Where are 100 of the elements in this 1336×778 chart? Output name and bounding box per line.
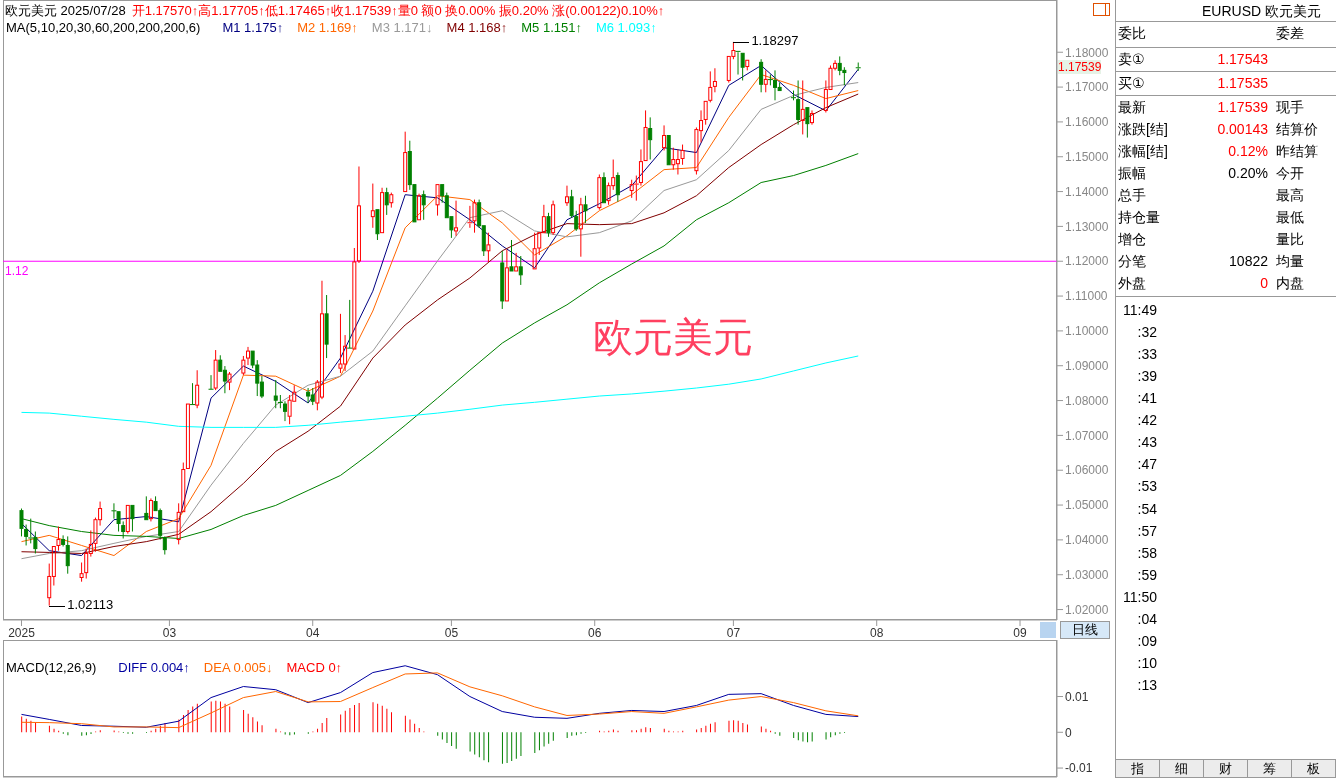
category-label: 卖①: [1118, 51, 1145, 69]
text: MACD 0↑: [286, 660, 343, 675]
text: :04: [1137, 610, 1157, 627]
category-label: 增仓: [1118, 231, 1146, 249]
annotation: 1.18297: [751, 32, 799, 48]
y-tick-label: 1.08000: [1065, 393, 1109, 408]
series-label: DEA 0.005↓: [203, 660, 273, 675]
x-tick-label: 03: [162, 625, 177, 640]
x-tick-label: 05: [444, 625, 459, 640]
y-tick-label: 0.01: [1065, 689, 1089, 704]
y-tick-label: 0: [1065, 725, 1072, 740]
text: :39: [1137, 368, 1157, 385]
category-label: 昨结算: [1276, 143, 1318, 159]
category-label: 涨跌[结]: [1118, 121, 1168, 139]
text: M4 1.168↑: [446, 20, 508, 35]
y-tick-label: 1.02000: [1065, 602, 1109, 617]
text: 10822: [1229, 253, 1268, 269]
text: :10: [1137, 654, 1157, 671]
text: M5 1.151↑: [521, 20, 582, 35]
text: M6 1.093↑: [595, 20, 657, 35]
text: :42: [1137, 412, 1157, 429]
y-tick-label: 1.12000: [1065, 254, 1109, 269]
category-label: 筹: [1248, 760, 1292, 777]
category-label: 最高: [1276, 187, 1304, 203]
text: 1.17535: [1217, 75, 1268, 91]
y-tick-label: 1.11000: [1065, 289, 1108, 304]
y-tick-label: 1.05000: [1065, 498, 1109, 513]
annotation: 1.02113: [67, 596, 114, 612]
category-label: 买①: [1118, 75, 1145, 93]
x-tick-label: 04: [306, 625, 320, 640]
category-label: 最低: [1276, 209, 1304, 225]
x-tick-label: 09: [1013, 625, 1028, 640]
y-tick-label: 1.15000: [1065, 150, 1109, 164]
category-label: 细: [1160, 760, 1204, 777]
y-tick-label: 1.09000: [1065, 358, 1109, 373]
category-label: 均量: [1276, 253, 1304, 269]
text: :33: [1137, 346, 1157, 363]
category-label: 财: [1204, 760, 1248, 777]
text: 0.20%: [1228, 165, 1268, 181]
text: :47: [1137, 456, 1157, 473]
annotation: 1.17539: [1058, 60, 1102, 75]
category-label: 现手: [1276, 99, 1304, 115]
x-tick-label: 2025: [8, 625, 36, 640]
text: :59: [1137, 566, 1157, 583]
x-tick-label: 07: [726, 625, 741, 640]
text: DIFF 0.004↑: [118, 660, 190, 675]
text: 0: [1260, 275, 1268, 291]
y-tick-label: 1.07000: [1065, 428, 1109, 443]
y-tick-label: 1.10000: [1065, 324, 1109, 339]
chart-title: 欧元美元 2025/07/28: [5, 3, 126, 18]
text: 0.00143: [1217, 121, 1268, 137]
x-tick-label: 08: [870, 625, 884, 640]
category-label: 内盘: [1276, 275, 1304, 291]
category-label: 委比: [1118, 25, 1146, 43]
text: 11:50: [1123, 588, 1157, 605]
text: 1.17539: [1217, 99, 1268, 115]
text: M2 1.169↑: [297, 20, 358, 35]
y-tick-label: 1.14000: [1065, 184, 1109, 199]
category-label: 板: [1306, 760, 1321, 777]
ref-line-label: 1.12: [5, 264, 29, 279]
y-tick-label: 1.16000: [1065, 115, 1109, 130]
text: 11:49: [1123, 302, 1157, 318]
category-label: 量比: [1276, 231, 1304, 247]
y-tick-label: 1.03000: [1065, 567, 1109, 582]
x-tick-label: 06: [588, 625, 602, 640]
text: M1 1.175↑: [222, 20, 284, 35]
category-label: 委差: [1276, 25, 1304, 41]
text: 1.17543: [1217, 51, 1268, 67]
text: :58: [1137, 544, 1157, 561]
category-label: 指: [1116, 760, 1160, 777]
text: :43: [1137, 434, 1157, 451]
text: :13: [1137, 677, 1157, 694]
text: :53: [1137, 478, 1157, 495]
category-label: 结算价: [1276, 121, 1318, 137]
category-label: 分笔: [1118, 253, 1146, 271]
category-label: 总手: [1118, 187, 1146, 205]
y-tick-label: -0.01: [1065, 761, 1093, 776]
text: :41: [1137, 390, 1157, 407]
legend-title: MACD(12,26,9): [6, 660, 97, 675]
text: M3 1.171↓: [371, 20, 433, 35]
category-label: 今开: [1276, 165, 1304, 181]
y-tick-label: 1.04000: [1065, 533, 1109, 548]
y-tick-label: 1.13000: [1065, 219, 1109, 234]
text: :32: [1137, 324, 1157, 341]
text: 0.12%: [1228, 143, 1268, 159]
category-label: 涨幅[结]: [1118, 143, 1168, 161]
category-label: 最新: [1118, 99, 1146, 117]
category-label: 日线: [1061, 622, 1109, 638]
y-tick-label: 1.06000: [1065, 463, 1109, 478]
annotation: 欧元美元: [593, 314, 754, 361]
legend-title: MA(5,10,20,30,60,200,200,200,6): [6, 20, 201, 35]
category-label: 振幅: [1118, 165, 1146, 183]
category-label: 外盘: [1118, 275, 1146, 293]
y-tick-label: 1.18000: [1065, 45, 1109, 60]
chart-subtitle: 开1.17570↑高1.17705↑低1.17465↑收1.17539↑量0 额0 换0.00% 振0.20% 涨(0.00122)0.10%↑: [131, 3, 665, 18]
y-tick-label: 1.17000: [1065, 80, 1109, 95]
text: EURUSD 欧元美元: [1202, 3, 1322, 21]
text: :57: [1137, 522, 1157, 539]
category-label: 持仓量: [1118, 209, 1160, 227]
text: :09: [1137, 632, 1157, 649]
